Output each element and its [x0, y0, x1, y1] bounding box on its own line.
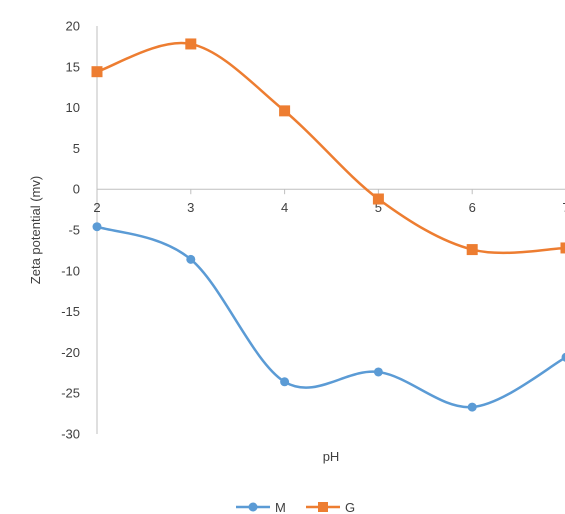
- series-m-line: [95, 225, 565, 409]
- y-tick-label: -20: [61, 345, 80, 360]
- y-tick-label: -15: [61, 304, 80, 319]
- x-axis-label: pH: [323, 449, 340, 464]
- series-m: [92, 222, 565, 412]
- y-tick-label: -5: [68, 223, 80, 238]
- y-tick-label: 15: [66, 59, 80, 74]
- axes-layer: [96, 26, 565, 434]
- x-tick-label: 4: [281, 200, 288, 215]
- x-tick-labels: 2 3 4 5 6 7: [93, 200, 565, 215]
- y-tick-label: -10: [61, 263, 80, 278]
- x-tick-label: 3: [187, 200, 194, 215]
- series-g-point: [279, 105, 291, 117]
- y-tick-label: -25: [61, 386, 80, 401]
- series-g-point: [185, 38, 197, 50]
- legend-item-g: G: [306, 500, 355, 514]
- series-layer: [91, 38, 565, 412]
- x-tick-label: 5: [375, 200, 382, 215]
- series-g-point: [91, 66, 103, 78]
- y-tick-label: 5: [73, 141, 80, 156]
- y-tick-label: 10: [66, 100, 80, 115]
- y-tick-labels: 20 15 10 5 0 -5 -10 -15 -20 -25 -30: [61, 19, 80, 442]
- y-axis-label: Zeta potential (mv): [28, 176, 43, 284]
- x-tick-label: 7: [562, 200, 565, 215]
- y-tick-label: 0: [73, 182, 80, 197]
- legend-marker: [248, 502, 258, 512]
- series-m-point: [280, 377, 290, 387]
- series-m-point: [467, 402, 477, 412]
- y-tick-label: -30: [61, 427, 80, 442]
- series-g-line: [95, 41, 565, 255]
- legend-item-m: M: [236, 500, 286, 514]
- series-m-point: [561, 352, 565, 362]
- y-tick-label: 20: [66, 19, 80, 34]
- series-g-point: [372, 193, 384, 205]
- series-g-point: [560, 242, 565, 254]
- legend-label: M: [275, 500, 286, 514]
- series-g-point: [466, 244, 478, 256]
- series-m-point: [373, 367, 383, 377]
- series-m-point: [186, 254, 196, 264]
- legend-label: G: [345, 500, 355, 514]
- legend-marker: [318, 502, 328, 512]
- x-tick-label: 2: [93, 200, 100, 215]
- series-g: [91, 38, 565, 256]
- series-m-point: [92, 222, 102, 232]
- x-tick-label: 6: [469, 200, 476, 215]
